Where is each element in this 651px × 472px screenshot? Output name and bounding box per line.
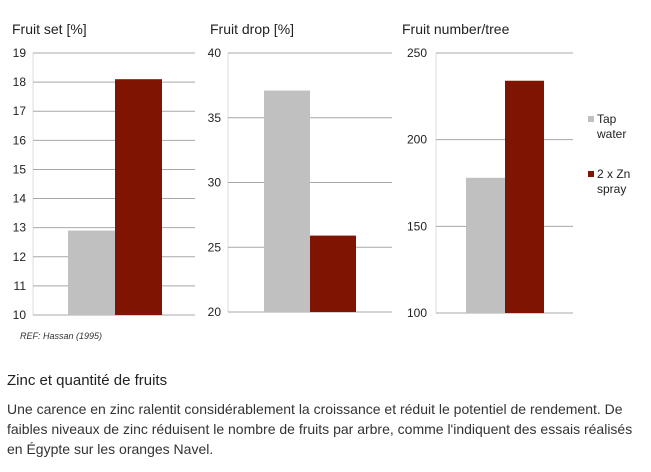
y-tick-label: 12 [13, 250, 27, 264]
chart-title: Fruit number/tree [402, 21, 510, 37]
y-tick-label: 19 [13, 46, 27, 60]
bar-zn-spray [505, 80, 544, 313]
y-tick-label: 16 [13, 133, 27, 147]
legend-swatch [588, 116, 594, 122]
bar-tap-water [264, 90, 310, 313]
y-tick-label: 250 [407, 46, 427, 60]
y-tick-label: 13 [13, 221, 27, 235]
y-tick-label: 15 [13, 162, 27, 176]
legend-label: water [596, 127, 626, 141]
y-tick-label: 20 [208, 305, 222, 319]
bar-tap-water [68, 230, 115, 315]
y-tick-label: 35 [208, 111, 222, 125]
y-tick-label: 25 [208, 240, 222, 254]
y-tick-label: 200 [407, 133, 427, 147]
reference-note: REF: Hassan (1995) [20, 331, 103, 341]
y-tick-label: 10 [13, 308, 27, 322]
legend-label: Tap [597, 112, 617, 126]
bar-zn-spray [310, 235, 356, 312]
legend-label: spray [597, 182, 626, 196]
y-tick-label: 30 [208, 176, 222, 190]
charts: Fruit set [%] 10 11 12 13 14 15 16 17 18 19 Fruit d… [12, 21, 630, 322]
y-tick-label: 150 [407, 219, 427, 233]
section-paragraph: Une carence en zinc ralentit considérabl… [7, 401, 633, 457]
bar-zn-spray [115, 79, 162, 315]
section-heading: Zinc et quantité de fruits [7, 372, 168, 389]
y-tick-label: 14 [13, 192, 27, 206]
y-tick-label: 100 [407, 306, 427, 320]
legend-swatch [588, 171, 594, 177]
y-tick-label: 17 [13, 104, 27, 118]
chart-title: Fruit drop [%] [210, 21, 294, 37]
y-tick-label: 18 [13, 75, 27, 89]
bar-tap-water [466, 177, 505, 313]
y-tick-label: 11 [14, 279, 27, 293]
legend-label: 2 x Zn [597, 167, 630, 181]
y-tick-label: 40 [208, 46, 222, 60]
chart-title: Fruit set [%] [12, 21, 87, 37]
